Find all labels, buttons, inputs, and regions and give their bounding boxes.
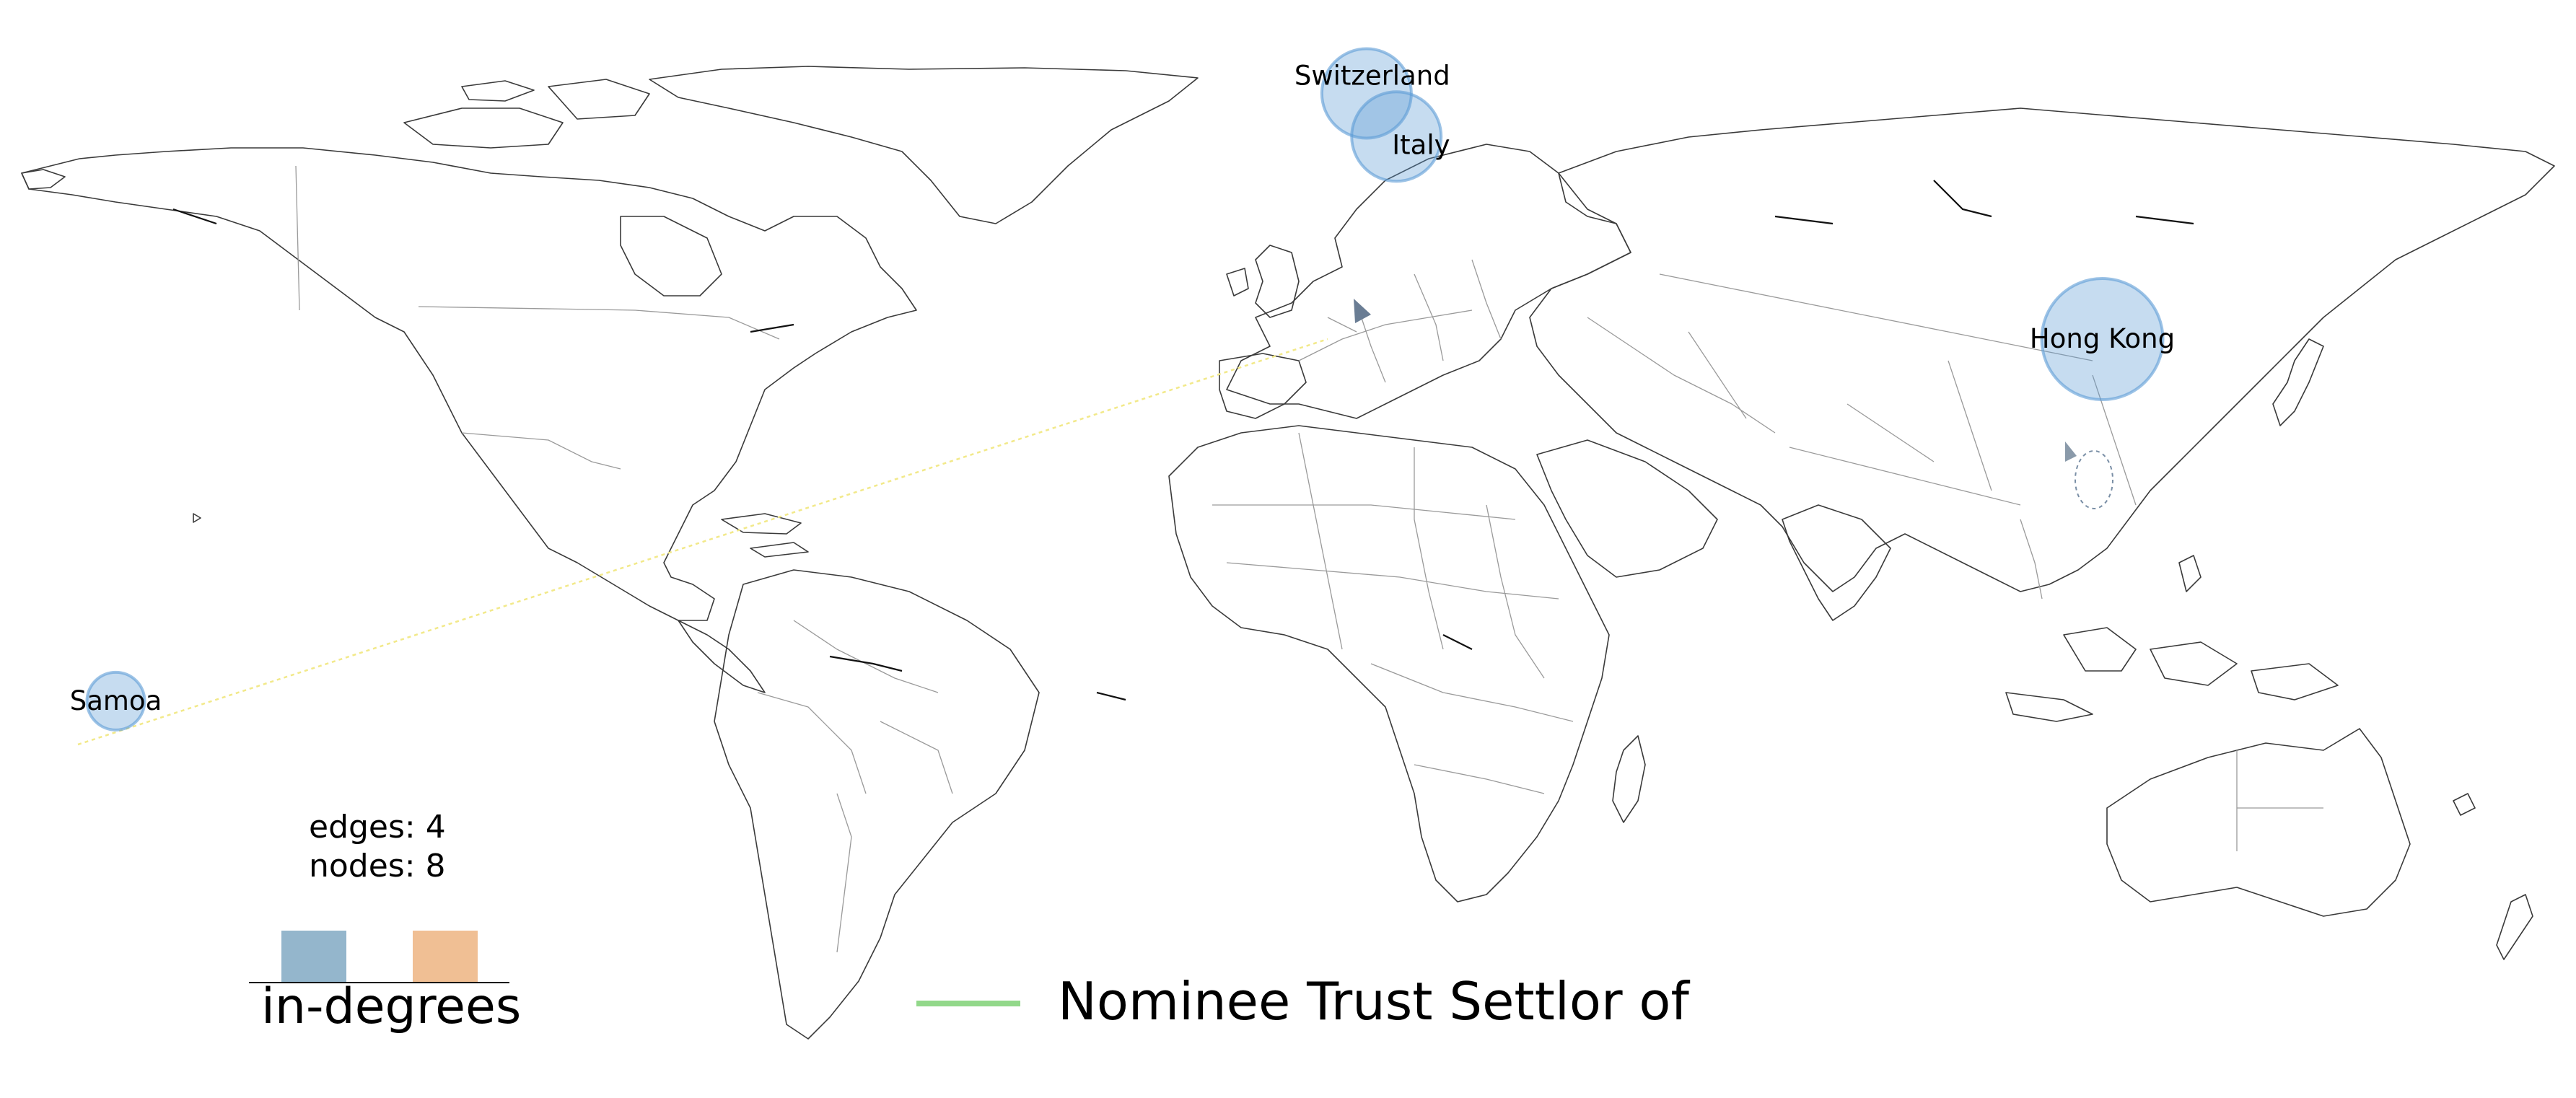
edge-trust-settlor (78, 339, 1328, 745)
legend-bar-blue (281, 931, 346, 983)
land-outlines (22, 66, 2554, 1039)
hong-kong-arrow-head (2065, 442, 2077, 462)
edge-layer (78, 299, 2113, 745)
edge-count: edges: 4 (309, 808, 446, 847)
node-count: nodes: 8 (309, 847, 446, 886)
node-layer: Switzerland Italy Hong Kong Samoa (70, 48, 2175, 729)
node-label-switzerland: Switzerland (1294, 60, 1450, 91)
node-label-hong-kong: Hong Kong (2030, 323, 2175, 354)
country-borders (296, 166, 2323, 952)
graph-stats: edges: 4 nodes: 8 (309, 808, 446, 886)
node-label-italy: Italy (1392, 129, 1450, 160)
degree-legend-title: in-degrees (261, 978, 521, 1035)
node-label-samoa: Samoa (70, 685, 162, 716)
hong-kong-self-loop (2075, 451, 2113, 509)
edge-legend-label: Nominee Trust Settlor of (1058, 971, 1689, 1032)
legend-bar-orange (413, 931, 478, 983)
rivers-and-lakes (173, 180, 2194, 700)
degree-legend (249, 931, 509, 983)
